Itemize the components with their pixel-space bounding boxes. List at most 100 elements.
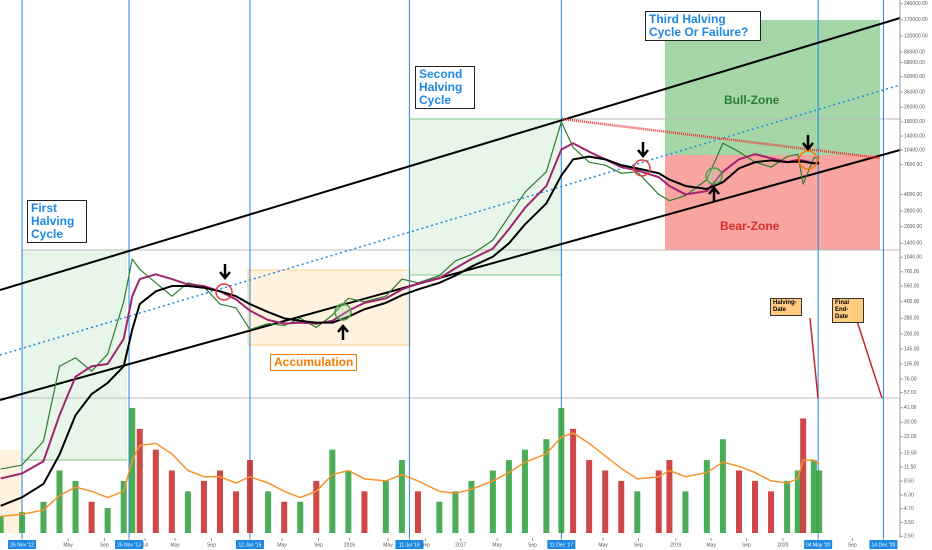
y-tick-label: 4000.00 xyxy=(904,192,922,198)
volume-bar xyxy=(104,508,111,533)
bull-label: Bull-Zone xyxy=(724,93,780,107)
y-tick-label: 145.00 xyxy=(904,346,920,352)
volume-bar xyxy=(810,460,817,533)
x-tick-label: 14 xyxy=(142,542,148,548)
volume-bar xyxy=(655,470,662,533)
volume-bar xyxy=(129,408,136,533)
volume-bar xyxy=(19,512,26,533)
x-tick-label: May xyxy=(63,542,73,548)
volume-bar xyxy=(618,480,625,533)
y-tick-label: 560.00 xyxy=(904,283,920,289)
x-tick-label: Sep xyxy=(848,542,857,548)
volume-bar xyxy=(558,408,565,533)
bull-zone xyxy=(665,20,880,155)
moving-average xyxy=(0,142,820,480)
x-tick-label: May xyxy=(383,542,393,548)
y-tick-label: 30.00 xyxy=(904,420,917,426)
pointer xyxy=(855,317,883,399)
channel-upper xyxy=(0,17,901,291)
volume-bar xyxy=(784,480,791,533)
volume-bar xyxy=(246,460,253,533)
y-tick-label: 11.50 xyxy=(904,464,916,470)
x-tick-highlight xyxy=(395,540,424,549)
x-tick-label: Sep xyxy=(528,542,537,548)
volume-bar xyxy=(345,470,352,533)
x-tick-label: 26 Nov '12 xyxy=(10,542,34,548)
x-tick-label: 04 May '20 xyxy=(806,542,831,548)
volume-bar xyxy=(152,449,159,533)
x-tick-label: Sep xyxy=(421,542,430,548)
y-tick-label: 85000.00 xyxy=(904,49,925,55)
volume-bar xyxy=(382,480,389,533)
accumulation-box xyxy=(0,450,22,533)
resistance-line xyxy=(561,117,881,160)
x-tick-label: Sep xyxy=(634,542,643,548)
x-tick-label: May xyxy=(598,542,608,548)
volume-bar xyxy=(136,428,143,533)
volume-bar xyxy=(666,460,673,533)
x-tick-highlight xyxy=(869,540,898,549)
volume-bar xyxy=(468,480,475,533)
x-tick-label: Sep xyxy=(100,542,109,548)
x-tick-label: Sep xyxy=(742,542,751,548)
x-tick-label: 2016 xyxy=(344,542,355,548)
volume-bar xyxy=(313,480,320,533)
y-tick-label: 400.00 xyxy=(904,299,920,305)
volume-bar xyxy=(543,439,550,533)
y-tick-label: 41.00 xyxy=(904,405,917,411)
y-tick-label: 280.00 xyxy=(904,316,920,322)
volume-bar xyxy=(505,460,512,533)
volume-bar xyxy=(768,491,775,533)
accumulation-box xyxy=(247,269,411,346)
volume-bar xyxy=(329,449,336,533)
x-tick-highlight xyxy=(115,540,144,549)
x-axis-bg xyxy=(0,538,932,550)
marker xyxy=(633,159,651,177)
volume-bar xyxy=(184,491,191,533)
y-tick-label: 200.00 xyxy=(904,331,920,337)
pointer xyxy=(809,317,819,399)
y-axis-bg xyxy=(900,0,932,550)
volume-bar xyxy=(436,501,443,533)
volume-bar xyxy=(398,460,405,533)
volume-bar xyxy=(719,439,726,533)
x-tick-label: 2017 xyxy=(455,542,466,548)
y-tick-label: 2800.00 xyxy=(904,208,922,214)
accumulation-note: Accumulation xyxy=(270,354,358,371)
volume-bar xyxy=(602,470,609,533)
y-tick-label: 760.00 xyxy=(904,269,920,275)
volume-bar xyxy=(703,460,710,533)
volume-bar xyxy=(72,480,79,533)
y-tick-label: 22.00 xyxy=(904,434,917,440)
volume-bar xyxy=(361,491,368,533)
volume-bar xyxy=(120,480,127,533)
volume-bar xyxy=(682,491,689,533)
y-tick-label: 26000.00 xyxy=(904,105,925,111)
y-tick-label: 170000.00 xyxy=(904,17,928,23)
y-tick-label: 6.30 xyxy=(904,492,914,498)
volume-bar xyxy=(297,501,304,533)
y-tick-label: 4.70 xyxy=(904,506,914,512)
marker xyxy=(334,303,352,321)
bear-label: Bear-Zone xyxy=(720,219,780,233)
y-tick-label: 1040.00 xyxy=(904,255,922,261)
y-tick-label: 19000.00 xyxy=(904,119,925,125)
volume-bar xyxy=(56,470,63,533)
x-tick-highlight xyxy=(235,540,264,549)
bear-zone xyxy=(665,155,880,250)
x-tick-highlight xyxy=(547,540,576,549)
volume-bar xyxy=(168,470,175,533)
x-tick-highlight xyxy=(8,540,37,549)
y-tick-label: 3.50 xyxy=(904,520,914,526)
third-cycle-note: Third Halving Cycle Or Failure? xyxy=(645,11,761,41)
y-tick-label: 2.60 xyxy=(904,534,914,540)
halving-date-note: Halving-Date xyxy=(770,298,802,316)
y-tick-label: 8.50 xyxy=(904,478,914,484)
y-tick-label: 68000.00 xyxy=(904,60,925,66)
volume-bar xyxy=(281,501,288,533)
y-tick-label: 105.00 xyxy=(904,361,920,367)
volume-bar xyxy=(800,418,807,533)
y-tick-label: 50000.00 xyxy=(904,74,925,80)
